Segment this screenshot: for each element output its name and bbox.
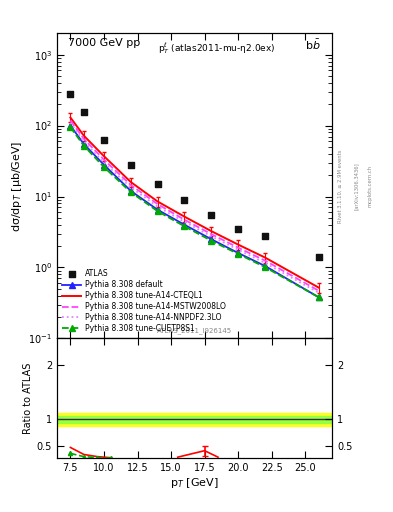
ATLAS xyxy=(67,90,73,98)
ATLAS xyxy=(262,231,268,240)
Pythia 8.308 tune-A14-MSTW2008LO xyxy=(316,288,321,294)
Pythia 8.308 tune-A14-NNPDF2.3LO xyxy=(236,247,241,253)
Pythia 8.308 tune-A14-CTEQL1 xyxy=(68,114,73,120)
Y-axis label: dσ/dp$_{T}$ [μb/GeV]: dσ/dp$_{T}$ [μb/GeV] xyxy=(10,140,24,231)
Pythia 8.308 tune-A14-NNPDF2.3LO xyxy=(209,233,214,239)
Pythia 8.308 tune-A14-CTEQL1 xyxy=(129,179,133,185)
Line: Pythia 8.308 tune-A14-NNPDF2.3LO: Pythia 8.308 tune-A14-NNPDF2.3LO xyxy=(70,123,319,293)
Pythia 8.308 tune-A14-NNPDF2.3LO xyxy=(68,120,73,126)
Pythia 8.308 tune-A14-NNPDF2.3LO xyxy=(81,138,86,144)
Pythia 8.308 tune-A14-MSTW2008LO xyxy=(129,182,133,188)
Bar xyxy=(57,416,332,423)
Pythia 8.308 tune-CUETP8S1 xyxy=(263,264,267,270)
ATLAS xyxy=(208,211,215,219)
Pythia 8.308 default xyxy=(129,188,133,194)
Pythia 8.308 tune-A14-CTEQL1 xyxy=(236,242,241,248)
Pythia 8.308 default xyxy=(68,122,73,129)
X-axis label: p$_{T}$ [GeV]: p$_{T}$ [GeV] xyxy=(170,476,219,490)
ATLAS xyxy=(316,253,322,261)
ATLAS xyxy=(128,161,134,169)
Pythia 8.308 tune-A14-CTEQL1 xyxy=(209,228,214,234)
ATLAS xyxy=(235,225,241,233)
ATLAS xyxy=(154,180,161,188)
Pythia 8.308 tune-CUETP8S1 xyxy=(316,294,321,301)
Pythia 8.308 default xyxy=(236,250,241,256)
Text: p$^{\ell}_{T}$ (atlas2011-mu-η2.0ex): p$^{\ell}_{T}$ (atlas2011-mu-η2.0ex) xyxy=(158,41,275,56)
Pythia 8.308 tune-A14-NNPDF2.3LO xyxy=(102,160,107,166)
Pythia 8.308 tune-A14-MSTW2008LO xyxy=(155,201,160,207)
Pythia 8.308 tune-CUETP8S1 xyxy=(182,223,187,229)
Pythia 8.308 tune-A14-MSTW2008LO xyxy=(81,136,86,142)
Pythia 8.308 tune-A14-CTEQL1 xyxy=(182,214,187,220)
Pythia 8.308 tune-CUETP8S1 xyxy=(81,143,86,149)
Pythia 8.308 tune-A14-MSTW2008LO xyxy=(182,217,187,223)
Line: Pythia 8.308 tune-A14-CTEQL1: Pythia 8.308 tune-A14-CTEQL1 xyxy=(70,117,319,288)
Pythia 8.308 tune-A14-CTEQL1 xyxy=(316,285,321,291)
Pythia 8.308 tune-CUETP8S1 xyxy=(68,124,73,130)
Pythia 8.308 default xyxy=(182,222,187,228)
Pythia 8.308 default xyxy=(209,236,214,242)
Pythia 8.308 default xyxy=(155,207,160,213)
Pythia 8.308 tune-A14-NNPDF2.3LO xyxy=(155,204,160,210)
Pythia 8.308 tune-CUETP8S1 xyxy=(209,238,214,244)
Pythia 8.308 tune-A14-NNPDF2.3LO xyxy=(182,219,187,225)
Line: Pythia 8.308 default: Pythia 8.308 default xyxy=(68,123,321,300)
Text: [arXiv:1306.3436]: [arXiv:1306.3436] xyxy=(354,162,359,210)
Pythia 8.308 tune-A14-NNPDF2.3LO xyxy=(316,290,321,296)
Text: b$\bar{b}$: b$\bar{b}$ xyxy=(305,38,321,52)
Pythia 8.308 default xyxy=(316,294,321,301)
ATLAS xyxy=(81,108,87,116)
Pythia 8.308 tune-CUETP8S1 xyxy=(236,251,241,257)
Line: Pythia 8.308 tune-A14-MSTW2008LO: Pythia 8.308 tune-A14-MSTW2008LO xyxy=(70,120,319,291)
Y-axis label: Ratio to ATLAS: Ratio to ATLAS xyxy=(22,362,33,434)
ATLAS xyxy=(101,136,107,144)
Pythia 8.308 tune-CUETP8S1 xyxy=(155,208,160,215)
Line: Pythia 8.308 tune-CUETP8S1: Pythia 8.308 tune-CUETP8S1 xyxy=(68,124,321,300)
Pythia 8.308 tune-A14-MSTW2008LO xyxy=(236,245,241,251)
Text: Rivet 3.1.10, ≥ 2.9M events: Rivet 3.1.10, ≥ 2.9M events xyxy=(338,149,343,223)
Pythia 8.308 default xyxy=(102,162,107,168)
Pythia 8.308 tune-A14-NNPDF2.3LO xyxy=(129,184,133,190)
Legend: ATLAS, Pythia 8.308 default, Pythia 8.308 tune-A14-CTEQL1, Pythia 8.308 tune-A14: ATLAS, Pythia 8.308 default, Pythia 8.30… xyxy=(61,268,228,334)
Pythia 8.308 tune-A14-MSTW2008LO xyxy=(102,157,107,163)
Bar xyxy=(57,413,332,426)
Pythia 8.308 tune-A14-CTEQL1 xyxy=(263,254,267,261)
Pythia 8.308 default xyxy=(263,263,267,269)
Pythia 8.308 tune-A14-MSTW2008LO xyxy=(209,231,214,237)
Pythia 8.308 tune-A14-NNPDF2.3LO xyxy=(263,260,267,266)
Pythia 8.308 tune-A14-MSTW2008LO xyxy=(68,117,73,123)
Pythia 8.308 default xyxy=(81,141,86,147)
Pythia 8.308 tune-CUETP8S1 xyxy=(102,164,107,170)
Text: ATLAS_2011_I926145: ATLAS_2011_I926145 xyxy=(157,327,232,334)
Pythia 8.308 tune-A14-CTEQL1 xyxy=(155,199,160,205)
ATLAS xyxy=(181,196,187,204)
Pythia 8.308 tune-A14-CTEQL1 xyxy=(81,133,86,139)
Pythia 8.308 tune-A14-CTEQL1 xyxy=(102,153,107,159)
Text: mcplots.cern.ch: mcplots.cern.ch xyxy=(368,165,373,207)
Pythia 8.308 tune-A14-MSTW2008LO xyxy=(263,258,267,264)
Text: 7000 GeV pp: 7000 GeV pp xyxy=(68,38,140,48)
Pythia 8.308 tune-CUETP8S1 xyxy=(129,189,133,195)
